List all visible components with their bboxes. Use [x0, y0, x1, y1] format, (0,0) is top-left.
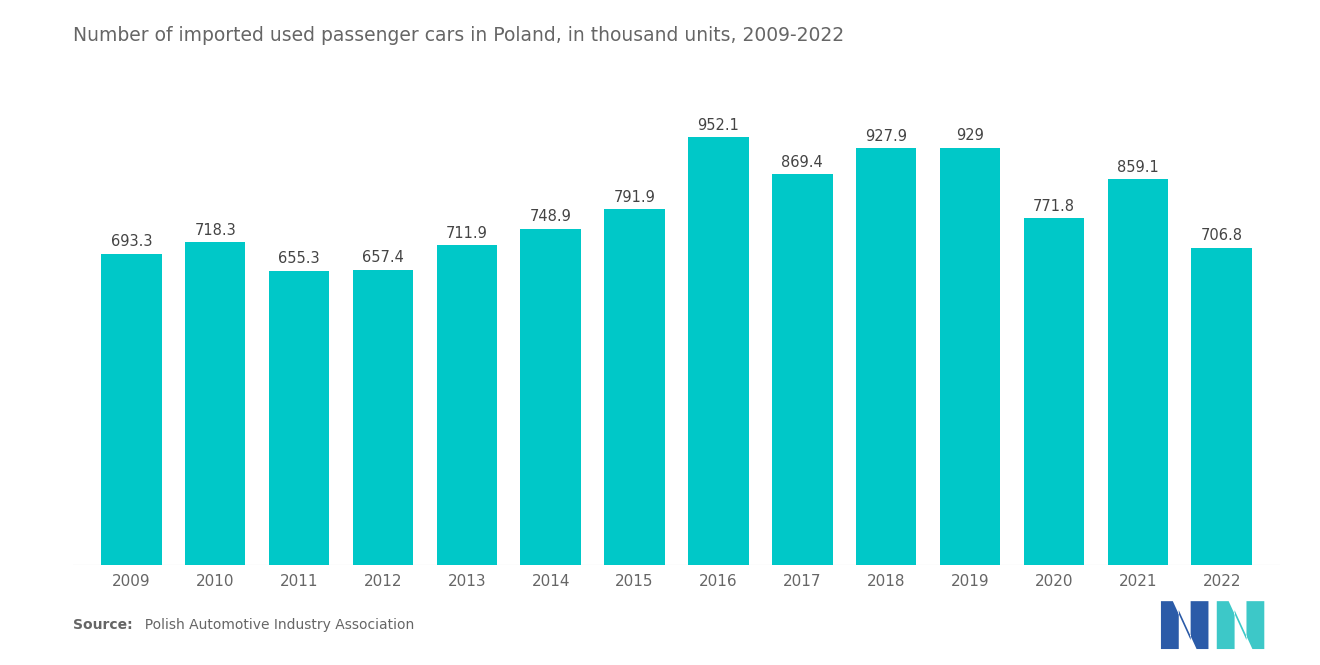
Text: 693.3: 693.3 — [111, 234, 152, 249]
Bar — [437, 245, 498, 565]
Polygon shape — [1162, 601, 1209, 649]
Bar — [1192, 247, 1251, 565]
Bar — [185, 242, 246, 565]
Bar — [352, 270, 413, 565]
Text: 771.8: 771.8 — [1034, 199, 1074, 214]
Text: Polish Automotive Industry Association: Polish Automotive Industry Association — [136, 618, 414, 632]
Text: 859.1: 859.1 — [1117, 160, 1159, 175]
Text: 929: 929 — [956, 128, 983, 143]
Text: 791.9: 791.9 — [614, 190, 656, 205]
Bar — [1107, 179, 1168, 565]
Text: 706.8: 706.8 — [1201, 228, 1242, 243]
Text: 927.9: 927.9 — [865, 128, 907, 144]
Text: Number of imported used passenger cars in Poland, in thousand units, 2009-2022: Number of imported used passenger cars i… — [73, 26, 843, 45]
Bar — [772, 174, 833, 565]
Text: 657.4: 657.4 — [362, 250, 404, 265]
Text: 869.4: 869.4 — [781, 155, 824, 170]
Bar — [605, 209, 665, 565]
Bar — [855, 148, 916, 565]
Text: 748.9: 748.9 — [529, 209, 572, 224]
Bar — [940, 148, 1001, 565]
Text: Source:: Source: — [73, 618, 132, 632]
Text: 718.3: 718.3 — [194, 223, 236, 238]
Bar — [1024, 218, 1084, 565]
Bar — [269, 271, 329, 565]
Text: 952.1: 952.1 — [697, 118, 739, 133]
Bar — [688, 137, 748, 565]
Bar — [102, 253, 161, 565]
Text: 711.9: 711.9 — [446, 225, 488, 241]
Polygon shape — [1217, 601, 1265, 649]
Bar — [520, 229, 581, 565]
Text: 655.3: 655.3 — [279, 251, 319, 266]
